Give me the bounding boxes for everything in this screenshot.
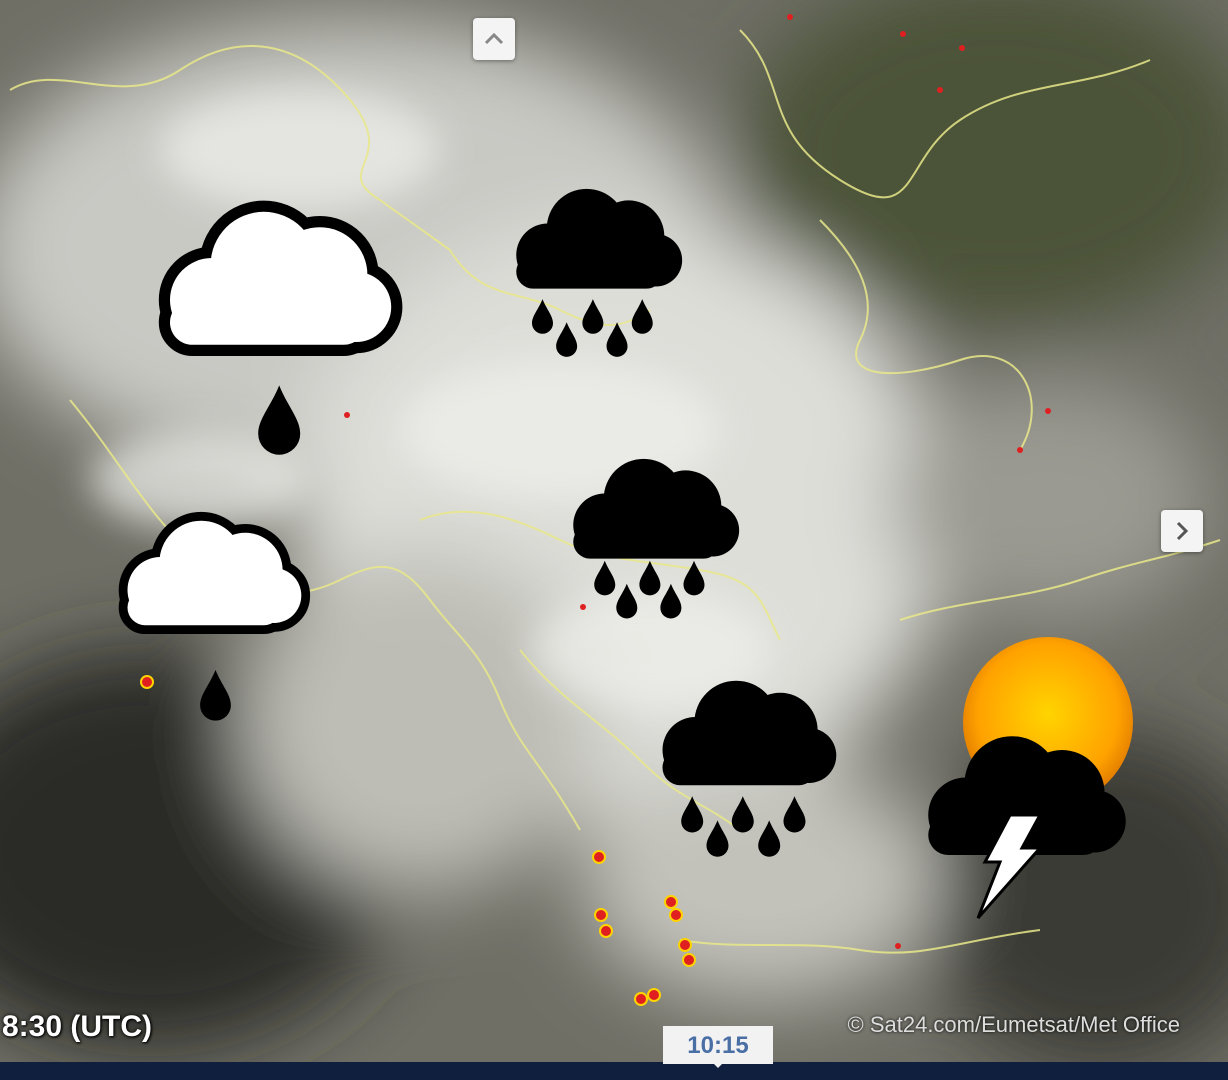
thunderstorm-sun-icon — [928, 637, 1133, 919]
chevron-right-icon — [1176, 521, 1189, 541]
copyright: © Sat24.com/Eumetsat/Met Office — [847, 1012, 1181, 1037]
scroll-up-button[interactable] — [473, 18, 515, 60]
timeline-bar — [0, 1062, 1228, 1080]
chevron-up-icon — [484, 32, 504, 45]
next-button[interactable] — [1161, 510, 1203, 552]
timestamp: 8:30 (UTC) — [2, 1010, 153, 1043]
timeline-current-time[interactable]: 10:15 — [663, 1026, 773, 1068]
